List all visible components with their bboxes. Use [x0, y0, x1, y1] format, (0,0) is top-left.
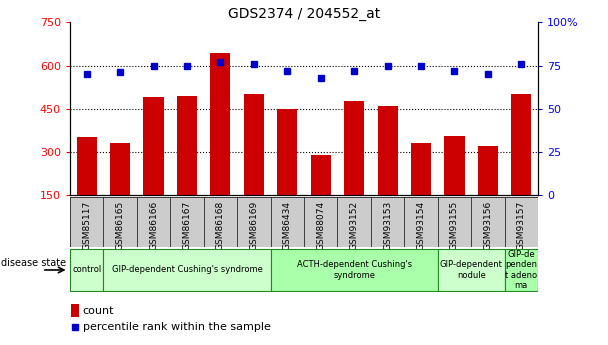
Text: GSM86169: GSM86169 — [249, 201, 258, 250]
Bar — [304, 197, 337, 247]
Text: GSM93157: GSM93157 — [517, 201, 526, 250]
FancyBboxPatch shape — [271, 249, 438, 290]
Bar — [478, 146, 498, 238]
Bar — [511, 94, 531, 238]
Bar — [438, 197, 471, 247]
Text: disease state: disease state — [1, 258, 66, 268]
FancyBboxPatch shape — [103, 249, 271, 290]
Text: GSM86167: GSM86167 — [182, 201, 192, 250]
Bar — [404, 197, 438, 247]
FancyBboxPatch shape — [70, 249, 103, 290]
Bar — [110, 143, 130, 238]
Text: GSM93156: GSM93156 — [483, 201, 492, 250]
Text: ACTH-dependent Cushing's
syndrome: ACTH-dependent Cushing's syndrome — [297, 260, 412, 280]
Bar — [244, 94, 264, 238]
Bar — [70, 197, 103, 247]
Bar — [210, 52, 230, 238]
Text: GIP-dependent
nodule: GIP-dependent nodule — [440, 260, 503, 280]
Text: GSM86168: GSM86168 — [216, 201, 225, 250]
Bar — [137, 197, 170, 247]
Bar — [311, 155, 331, 238]
Text: GSM88074: GSM88074 — [316, 201, 325, 250]
Bar — [411, 143, 431, 238]
Title: GDS2374 / 204552_at: GDS2374 / 204552_at — [228, 7, 380, 21]
Bar — [170, 197, 204, 247]
FancyBboxPatch shape — [505, 249, 538, 290]
Text: GIP-de
penden
t adeno
ma: GIP-de penden t adeno ma — [505, 250, 537, 290]
Bar — [271, 197, 304, 247]
Text: GSM86166: GSM86166 — [149, 201, 158, 250]
Bar — [378, 106, 398, 238]
Text: GIP-dependent Cushing's syndrome: GIP-dependent Cushing's syndrome — [111, 265, 263, 275]
Text: GSM86434: GSM86434 — [283, 201, 292, 250]
Text: GSM93153: GSM93153 — [383, 201, 392, 250]
Text: GSM93155: GSM93155 — [450, 201, 459, 250]
Bar — [77, 137, 97, 238]
Bar — [143, 97, 164, 238]
Bar — [371, 197, 404, 247]
FancyBboxPatch shape — [438, 249, 505, 290]
Bar — [237, 197, 271, 247]
Text: GSM86165: GSM86165 — [116, 201, 125, 250]
Bar — [103, 197, 137, 247]
Bar — [471, 197, 505, 247]
Text: control: control — [72, 265, 102, 275]
Bar — [177, 96, 197, 238]
Text: GSM93152: GSM93152 — [350, 201, 359, 250]
Bar — [277, 109, 297, 238]
Bar — [71, 304, 79, 317]
Text: count: count — [83, 306, 114, 315]
Bar — [337, 197, 371, 247]
Bar — [204, 197, 237, 247]
Bar — [344, 101, 364, 238]
Bar — [444, 136, 465, 238]
Bar — [505, 197, 538, 247]
Text: GSM85117: GSM85117 — [82, 201, 91, 250]
Text: GSM93154: GSM93154 — [416, 201, 426, 250]
Text: percentile rank within the sample: percentile rank within the sample — [83, 322, 271, 332]
